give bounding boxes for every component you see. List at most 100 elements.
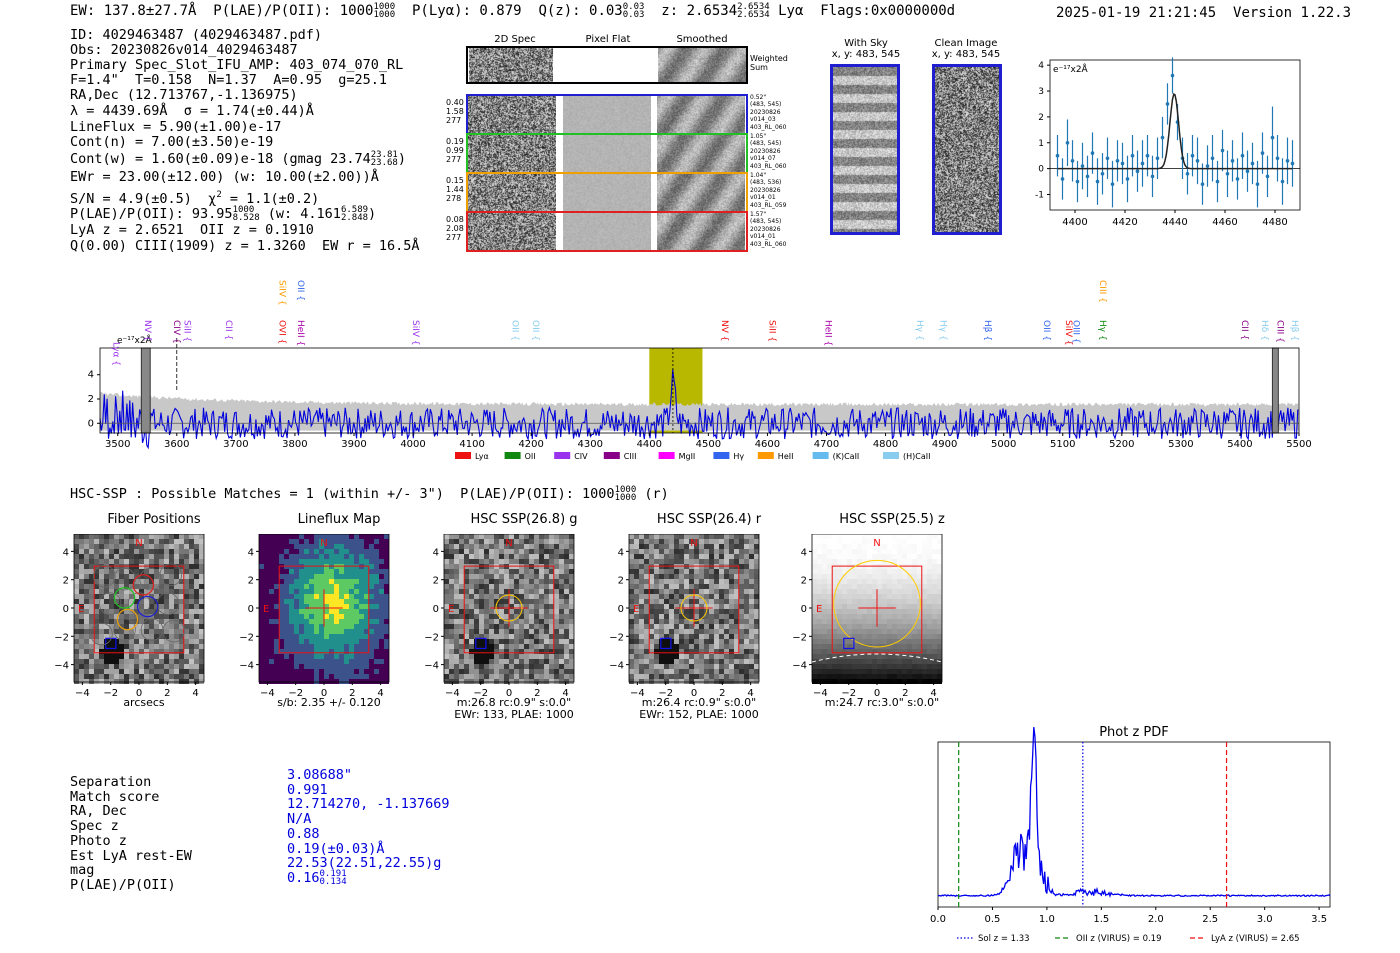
zoom-data-point [1160,135,1165,140]
zoom-fit-curve [1057,92,1293,170]
header-z-frac: 2.6534 2.6534 [737,2,770,20]
zoom-data-point [1275,156,1280,161]
clean-image-title: Clean Image x, y: 483, 545 [931,38,1001,60]
zoom-data-point [1225,171,1230,176]
fiber-circle [90,622,113,646]
zoom-data-point [1195,159,1200,163]
panel-xtick-label: 4 [930,688,936,699]
photz-xtick-label: 2.0 [1148,914,1164,925]
photz-xtick-label: 1.5 [1093,914,1109,925]
info-contn: Cont(n) = 7.00(±3.50)e-19 [70,134,274,150]
zoom-ytick-label: -1 [1035,190,1044,200]
zoom-data-point [1230,159,1235,163]
spectral-line-label: CIII { [1274,320,1284,343]
spectral-line-label: Lyα { [111,342,121,366]
zoom-ytick-label: 4 [1038,61,1044,71]
spectral-line-label: SiII { [766,320,776,342]
zoom-data-point [1140,161,1145,166]
spectral-line-label: CII { [1239,320,1249,340]
zoom-data-point [1095,179,1100,184]
zoom-data-point [1200,182,1205,186]
zoom-data-point [1075,179,1080,184]
spectral-line-name: HeII { [295,320,305,346]
header-plya: P(Lyα): 0.879 [412,3,522,19]
zoom-data-point [1065,140,1070,145]
imaging-pixels [629,534,759,684]
panel-ytick-label: 0 [433,604,439,615]
zoom-data-point [1235,177,1240,181]
imaging-panel-title: Fiber Positions [107,512,201,527]
photz-pdf-curve [937,727,1331,898]
fiber-circle [98,592,122,615]
panel-ytick-label: 0 [801,604,807,615]
spectral-line-label: HeII { [295,320,305,346]
legend-label: OII [525,452,536,461]
spectral-line-label: OII { [1041,320,1051,341]
zoom-xtick-label: 4400 [1062,217,1087,228]
panel-xtick-label: 2 [164,688,170,699]
spectral-line-label: NV { [719,320,729,341]
panel-ytick-label: 4 [801,547,807,558]
panel-ytick-label: −4 [609,661,624,672]
spectral-line-label: CIV { [171,320,181,344]
panel-ytick-label: −4 [424,661,439,672]
spectral-line-name: Hγ { [938,320,948,341]
zoom-data-point [1185,171,1190,176]
spectrum-xtick-label: 4300 [578,439,603,450]
panel-xtick-label: 0 [321,688,327,699]
zoom-data-point [1085,174,1090,179]
match-row-value: N/A [287,811,312,828]
legend-label: Hγ [733,452,744,461]
east-label: E [448,604,454,615]
imaging-panel-title: HSC SSP(26.8) g [470,512,578,527]
zoom-data-point [1290,161,1295,166]
spectral-line-label: SiIV { [1063,320,1073,346]
imaging-panel-caption: m:26.8 rc:0.9" s:0.0" EWr: 133, PLAE: 100… [454,696,574,721]
clean-image [932,64,1002,235]
header-qz: Q(z): 0.03 [538,3,623,19]
zoom-data-point [1260,151,1265,155]
zoom-xtick-label: 4480 [1262,217,1287,228]
aperture-box [278,565,370,654]
zoom-data-point [1120,161,1125,166]
spectral-line-name: Hβ { [1289,320,1299,341]
fiber-circle [162,619,185,643]
spectral-line-label: OIII { [1071,320,1081,344]
zoom-data-point [1285,159,1290,163]
north-label: N [873,538,880,549]
info-sn: S/N = 4.9(±0.5) χ2 = 1.1(±0.2) [70,190,320,207]
zoom-data-point [1130,153,1135,158]
zoom-data-point [1265,174,1270,179]
spectral-line-name: NV { [142,320,152,341]
header-ew: EW: 137.8±27.7Å [70,3,197,19]
spectrum-xtick-label: 4100 [459,439,484,450]
spectra-cutouts: 2D Spec Pixel Flat Smoothed Weighted Sum… [440,32,820,258]
spectral-line-label: CIII { [1097,280,1107,303]
zoom-data-point [1280,179,1285,184]
zoom-unit-label: e⁻¹⁷x2Å [1053,63,1089,75]
spectral-line-name: CIII { [1274,320,1284,343]
panel-ytick-label: −4 [792,661,807,672]
info-primary: Primary Spec_Slot_IFU_AMP: 403_074_070_R… [70,57,404,73]
zoom-data-point [1150,174,1155,179]
info-id: ID: 4029463487 (4029463487.pdf) [70,27,322,43]
timestamp: 2025-01-19 21:21:45 [1056,5,1217,21]
panel-ytick-label: −2 [609,632,624,643]
spectral-line-name: SiIV { [277,280,287,306]
fiber-circle [127,592,151,615]
panel-ytick-label: 0 [618,604,624,615]
aperture-circle [495,594,523,622]
legend-swatch [757,452,774,459]
panel-xtick-label: 0 [874,688,880,699]
header-qz-frac: 0.03 0.03 [622,2,645,20]
info-plae: P(LAE)/P(OII): 93.951000 8.528 (w: 4.1616… [70,205,377,223]
col-title-2dspec: 2D Spec [494,34,536,45]
spectral-line-name: CIV { [171,320,181,344]
version: Version 1.22.3 [1233,5,1352,21]
zoom-data-point [1135,169,1140,174]
panel-xtick-label: −4 [260,688,275,699]
spectral-line-name: OII { [295,280,305,301]
match-row-value: 12.714270, -1.137669 [287,796,450,813]
spectral-line-name: SiIV { [410,320,420,346]
bright-star-mask [811,653,943,663]
